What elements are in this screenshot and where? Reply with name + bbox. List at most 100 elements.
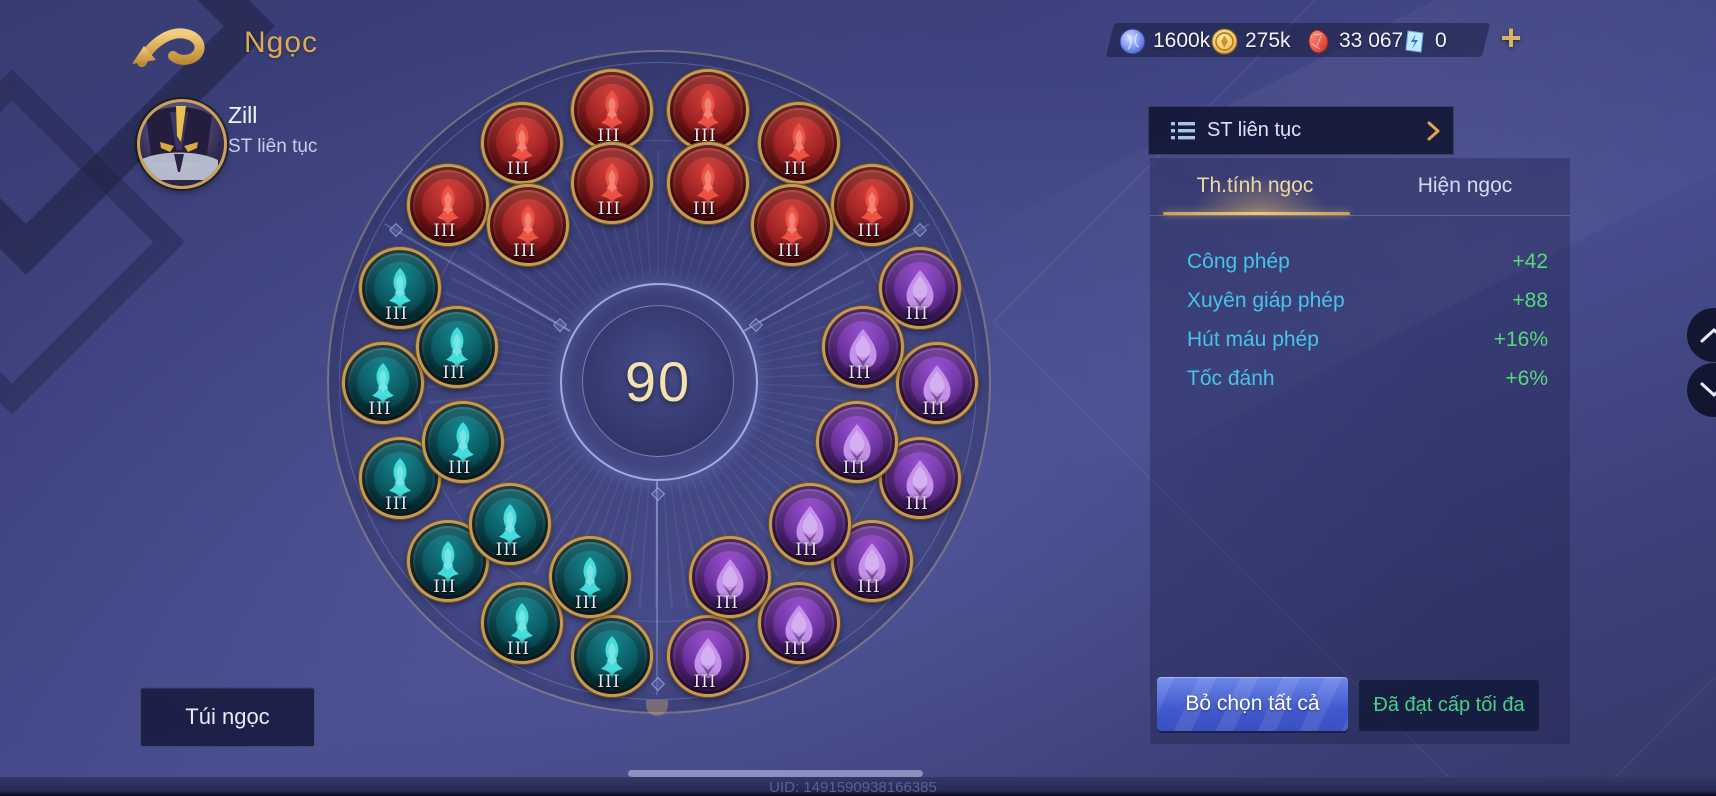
rune-tier-label: III [597,126,621,147]
drop-rune-coin [831,520,914,603]
rune-red[interactable]: III [831,163,914,246]
rune-tier-label: III [368,399,392,419]
home-indicator[interactable] [628,770,923,777]
rune-purple[interactable]: III [831,520,914,603]
hero-avatar[interactable] [137,99,227,189]
currency-gold[interactable]: 275k [1211,26,1291,56]
rune-red[interactable]: III [570,69,653,152]
rune-tier-label: III [433,577,457,598]
rune-tier-label: III [385,493,409,514]
rune-tier-label: III [506,638,531,659]
rune-purple[interactable]: III [821,306,904,389]
rune-tier-label: III [506,159,531,180]
rune-red[interactable]: III [406,163,489,246]
rune-red[interactable]: III [486,184,569,267]
scroll-up-button[interactable] [1687,308,1716,362]
rune-tier-label: III [905,304,929,325]
deselect-all-button[interactable]: Bỏ chọn tất cả [1157,677,1348,731]
chevron-down-icon [1700,382,1716,398]
stat-row: Công phép +42 [1187,250,1548,277]
hero-name: Zill [228,102,258,128]
flame-rune-coin [751,184,834,267]
uid-text: UID: 1491590938166385 [769,779,937,796]
rune-tier-label: III [448,458,472,479]
hero-rune-page-name: ST liên tục [228,136,318,157]
currency-gems[interactable]: 33 067 [1305,26,1403,56]
flame-rune-coin [358,247,441,330]
rune-red[interactable]: III [757,102,840,185]
drop-rune-coin [689,535,772,618]
rune-purple[interactable]: III [689,535,772,618]
chevron-up-icon [1700,327,1716,343]
rune-tier-label: III [857,220,881,241]
rune-stats-panel: Th.tính ngọc Hiện ngọc Công phép +42 Xuy… [1150,158,1570,744]
wheel-bottom-notch [646,700,668,716]
flame-rune-coin [480,581,563,664]
rune-tier-label: III [513,241,537,262]
flame-rune-coin [406,520,489,603]
rune-purple[interactable]: III [879,436,962,519]
rune-bag-button[interactable]: Túi ngọc [140,687,315,747]
flame-rune-coin [421,401,504,484]
rune-teal[interactable]: III [342,342,424,424]
flame-rune-coin [469,483,552,566]
currency-value: 33 067 [1339,29,1404,52]
rune-red[interactable]: III [480,102,563,185]
rune-purple[interactable]: III [768,483,851,566]
rune-red[interactable]: III [666,141,749,224]
rune-red[interactable]: III [571,141,654,224]
rune-teal[interactable]: III [548,535,631,618]
add-currency-button[interactable]: + [1500,17,1522,58]
flame-rune-coin [342,342,424,424]
rune-purple[interactable]: III [757,581,840,664]
rune-teal[interactable]: III [469,483,552,566]
rune-teal[interactable]: III [480,581,563,664]
rune-teal[interactable]: III [570,614,653,697]
stat-value: +6% [1505,367,1548,390]
rune-purple[interactable]: III [667,614,750,697]
active-tab-underline [1163,212,1350,215]
drop-rune-coin [879,247,962,330]
tab-show-runes[interactable]: Hiện ngọc [1417,174,1513,197]
wheel-center: 90 [582,305,734,457]
flame-rune-coin [548,535,631,618]
currency-mana-orb[interactable]: 1600k [1119,26,1210,56]
currency-value: 1600k [1153,29,1211,52]
list-icon [1171,121,1195,139]
rune-teal[interactable]: III [421,401,504,484]
stat-row: Xuyên giáp phép +88 [1187,289,1548,316]
rune-tier-label: III [693,671,717,692]
rune-tier-label: III [692,198,717,219]
red-gem-icon [1308,28,1329,54]
rune-purple[interactable]: III [879,247,962,330]
currency-rune-ticket[interactable]: 0 [1401,26,1447,56]
rune-tier-label: III [857,577,881,598]
selected-rune-page-name: ST liên tục [1207,119,1302,141]
rune-red[interactable]: III [751,184,834,267]
max-level-button[interactable]: Đã đạt cấp tối đa [1358,679,1540,732]
drop-rune-coin [768,483,851,566]
rune-tier-label: III [433,220,457,241]
rune-page-selector[interactable]: ST liên tục [1148,106,1454,155]
wheel-center-ring [560,283,758,481]
sector-divider [656,481,658,695]
scroll-down-button[interactable] [1687,363,1716,417]
rune-tier-label: III [495,540,519,561]
stat-value: +16% [1493,328,1548,351]
rune-teal[interactable]: III [416,306,499,389]
rune-purple[interactable]: III [816,401,899,484]
rune-tier-label: III [848,363,872,384]
rune-teal[interactable]: III [358,247,441,330]
tab-divider [1150,215,1570,216]
rune-tier-label: III [795,540,819,561]
flame-rune-coin [667,69,750,152]
rune-tier-label: III [842,458,866,479]
back-button[interactable] [128,22,214,70]
rune-purple[interactable]: III [896,342,978,424]
rune-tier-label: III [777,241,801,262]
rune-red[interactable]: III [667,69,750,152]
tab-rune-attributes[interactable]: Th.tính ngọc [1196,174,1314,197]
rune-tier-label: III [385,304,409,325]
rune-teal[interactable]: III [406,520,489,603]
